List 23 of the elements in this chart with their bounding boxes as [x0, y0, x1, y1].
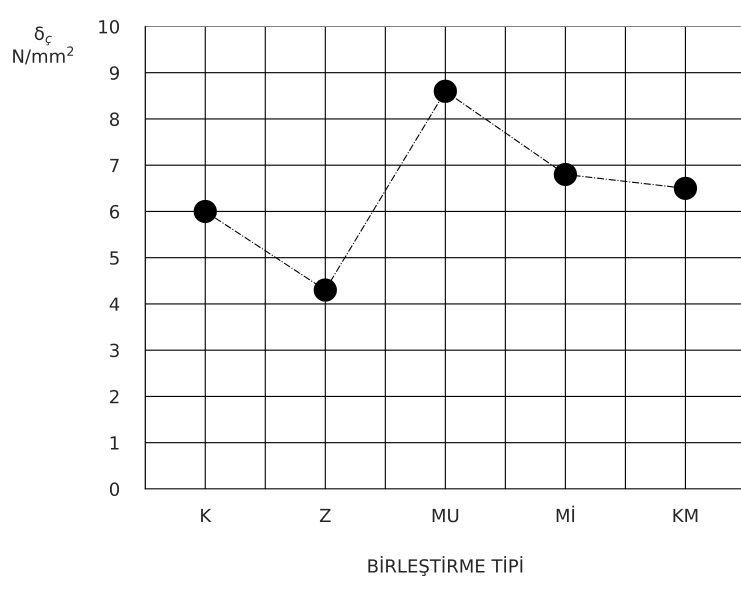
x-tick-label: MU [432, 508, 458, 522]
y-tick-label: 3 [110, 344, 119, 358]
point [314, 278, 337, 302]
y-tick-label: 1 [110, 436, 119, 450]
y-tick-label: 8 [110, 112, 119, 126]
y-tick-label: 7 [110, 158, 119, 172]
y-axis-title: δ$_{ç}$ N/mm$^{2}$ [13, 26, 74, 64]
point [674, 176, 698, 200]
point [194, 200, 217, 224]
y-tick-label: 9 [110, 66, 119, 80]
x-tick-label: KM [673, 508, 698, 522]
y-tick-label: 6 [110, 204, 120, 219]
x-tick-label: Mİ [556, 506, 574, 522]
y-tick-label: 4 [110, 298, 120, 311]
y-tick-label: 2 [110, 390, 118, 404]
y-tick-label: 10 [99, 20, 120, 34]
point [434, 80, 457, 103]
y-tick-label: 5 [110, 251, 119, 265]
x-axis-title: BİRLEŞTİRME TİPİ [368, 556, 522, 576]
point [554, 162, 578, 186]
y-tick-label: 0 [110, 482, 120, 496]
x-tick-label: K [201, 508, 212, 522]
x-tick-label: Z [320, 508, 331, 522]
